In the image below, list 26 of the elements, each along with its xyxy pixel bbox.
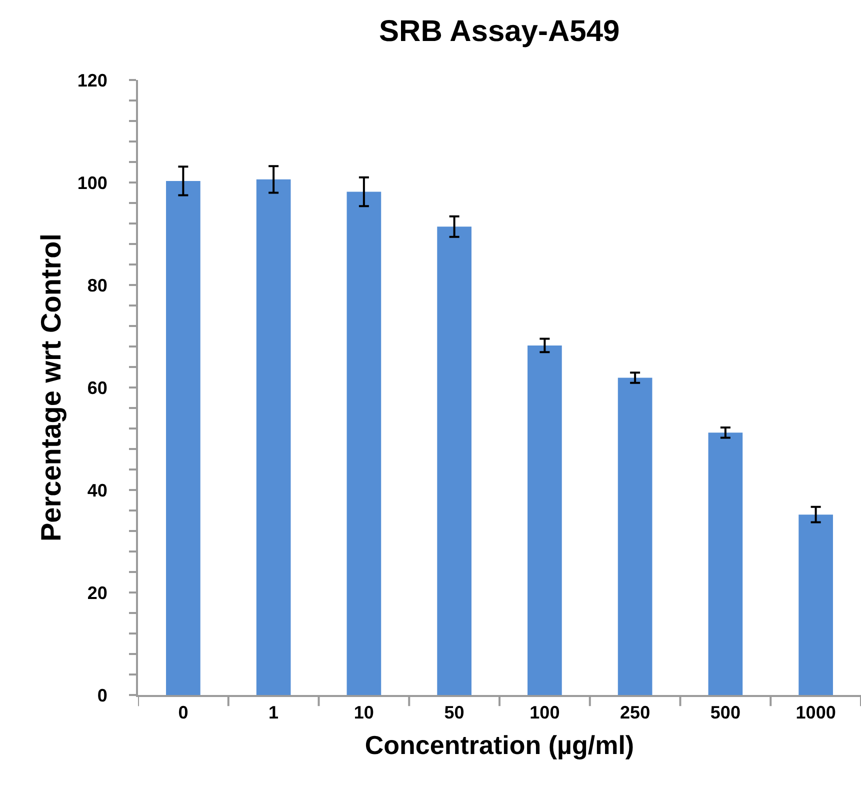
x-tick-label: 1: [268, 702, 279, 723]
y-tick-label: 20: [87, 582, 108, 603]
bar: [618, 378, 652, 695]
x-tick-label: 0: [178, 702, 188, 723]
x-tick-label: 1000: [796, 702, 836, 723]
chart-title: SRB Assay-A549: [379, 14, 620, 48]
x-tick-label: 50: [444, 702, 464, 723]
bar: [798, 514, 833, 695]
bar: [528, 345, 562, 695]
x-tick-label: 10: [354, 702, 374, 723]
y-axis-title: Percentage wrt Control: [36, 233, 67, 542]
y-tick-label: 120: [77, 70, 108, 90]
x-tick-label: 500: [710, 702, 740, 723]
bar: [708, 432, 743, 695]
y-tick-label: 80: [87, 275, 108, 296]
x-tick-label: 100: [530, 702, 560, 723]
y-tick-label: 40: [87, 480, 108, 500]
y-tick-label: 60: [87, 378, 108, 398]
x-tick-label: 250: [620, 702, 650, 723]
bar: [437, 226, 472, 695]
y-tick-label: 0: [97, 685, 108, 706]
bar: [256, 179, 291, 695]
y-tick-label: 100: [77, 172, 108, 193]
bar: [166, 180, 200, 695]
bar: [346, 192, 382, 695]
x-axis-title: Concentration (µg/ml): [364, 730, 634, 760]
